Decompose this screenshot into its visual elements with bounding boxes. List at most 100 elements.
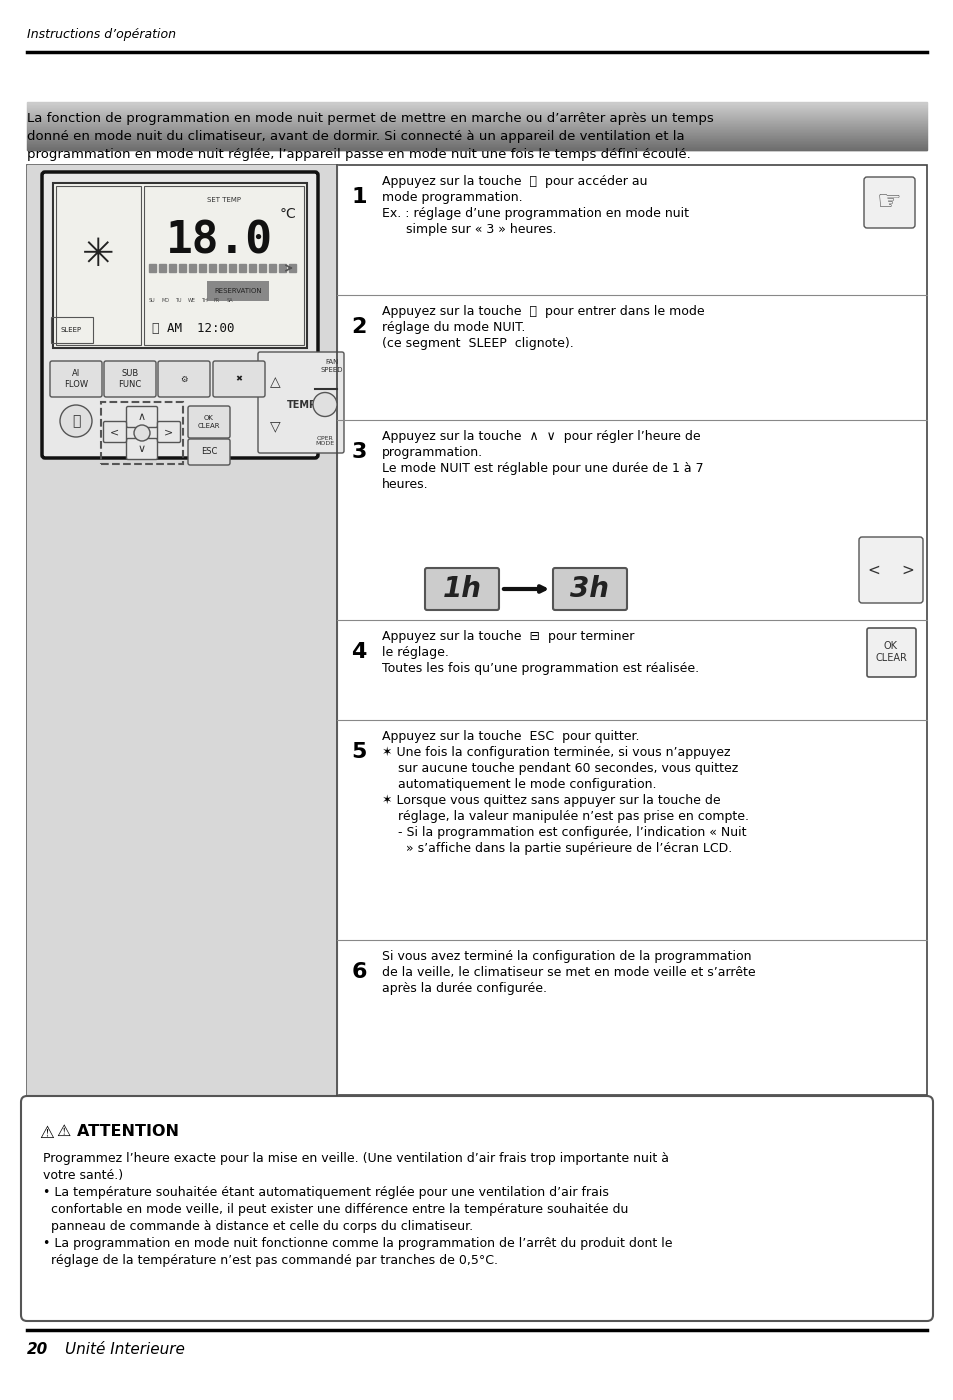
FancyBboxPatch shape <box>50 361 102 398</box>
Bar <box>27 165 336 1095</box>
FancyBboxPatch shape <box>213 361 265 398</box>
Text: TEMP: TEMP <box>287 399 316 409</box>
Text: HI: HI <box>220 283 228 288</box>
Text: ✶ Une fois la configuration terminée, si vous n’appuyez: ✶ Une fois la configuration terminée, si… <box>381 746 730 759</box>
FancyBboxPatch shape <box>42 172 317 458</box>
Text: OPER
MODE: OPER MODE <box>315 435 335 447</box>
FancyBboxPatch shape <box>553 568 626 610</box>
Text: Toutes les fois qu’une programmation est réalisée.: Toutes les fois qu’une programmation est… <box>381 662 699 675</box>
Text: OK
CLEAR: OK CLEAR <box>874 641 906 662</box>
Text: <: < <box>111 427 119 437</box>
FancyBboxPatch shape <box>21 1096 932 1322</box>
Text: 2: 2 <box>351 316 366 337</box>
Text: automatiquement le mode configuration.: automatiquement le mode configuration. <box>381 778 656 791</box>
Text: votre santé.): votre santé.) <box>43 1169 123 1182</box>
Text: Appuyez sur la touche  ⊟  pour terminer: Appuyez sur la touche ⊟ pour terminer <box>381 630 634 643</box>
Text: confortable en mode veille, il peut exister une différence entre la température : confortable en mode veille, il peut exis… <box>43 1203 628 1217</box>
Text: Appuyez sur la touche  ⓸  pour entrer dans le mode: Appuyez sur la touche ⓸ pour entrer dans… <box>381 305 704 318</box>
Text: (ce segment  SLEEP  clignote).: (ce segment SLEEP clignote). <box>381 337 573 350</box>
Text: Le mode NUIT est réglable pour une durée de 1 à 7: Le mode NUIT est réglable pour une durée… <box>381 462 703 475</box>
Text: Instructions d’opération: Instructions d’opération <box>27 28 175 41</box>
Text: réglage de la température n’est pas commandé par tranches de 0,5°C.: réglage de la température n’est pas comm… <box>43 1254 497 1267</box>
Text: La fonction de programmation en mode nuit permet de mettre en marche ou d’arrête: La fonction de programmation en mode nui… <box>27 112 713 125</box>
Text: >: > <box>164 427 173 437</box>
Bar <box>209 265 215 272</box>
Text: MO: MO <box>162 298 170 304</box>
Text: SU: SU <box>149 298 155 304</box>
Text: ⚠ ATTENTION: ⚠ ATTENTION <box>57 1124 179 1140</box>
Text: 18.0: 18.0 <box>165 220 273 263</box>
Text: SLEEP: SLEEP <box>61 328 82 333</box>
Text: • La température souhaitée étant automatiquement réglée pour une ventilation d’a: • La température souhaitée étant automat… <box>43 1186 608 1198</box>
Text: ⏰: ⏰ <box>71 414 80 428</box>
Text: >: > <box>901 563 913 577</box>
Text: » s’affiche dans la partie supérieure de l’écran LCD.: » s’affiche dans la partie supérieure de… <box>381 841 732 855</box>
Text: ⚙: ⚙ <box>180 374 188 384</box>
Bar <box>289 265 295 272</box>
Text: 3h: 3h <box>570 575 609 603</box>
Text: sur aucune touche pendant 60 secondes, vous quittez: sur aucune touche pendant 60 secondes, v… <box>381 762 738 776</box>
Text: ✳: ✳ <box>82 237 114 274</box>
FancyBboxPatch shape <box>188 406 230 438</box>
Bar <box>239 265 246 272</box>
Text: Si vous avez terminé la configuration de la programmation: Si vous avez terminé la configuration de… <box>381 951 751 963</box>
Text: ☞: ☞ <box>876 188 901 216</box>
Text: Unité Interieure: Unité Interieure <box>65 1343 185 1357</box>
FancyBboxPatch shape <box>158 361 210 398</box>
Text: FAN
SPEED: FAN SPEED <box>320 360 343 372</box>
Bar <box>269 265 275 272</box>
Text: AI
FLOW: AI FLOW <box>64 370 88 389</box>
Circle shape <box>60 405 91 437</box>
Text: heures.: heures. <box>381 477 428 491</box>
Text: simple sur « 3 » heures.: simple sur « 3 » heures. <box>381 223 556 237</box>
Text: ∨: ∨ <box>138 444 146 454</box>
Text: TH: TH <box>201 298 208 304</box>
Text: 6: 6 <box>351 962 366 981</box>
Bar <box>159 265 166 272</box>
Text: Appuyez sur la touche  ∧  ∨  pour régler l’heure de: Appuyez sur la touche ∧ ∨ pour régler l’… <box>381 430 700 442</box>
Bar <box>219 265 226 272</box>
Bar <box>249 265 255 272</box>
Text: SET TEMP: SET TEMP <box>207 197 241 203</box>
Circle shape <box>133 426 150 441</box>
FancyBboxPatch shape <box>424 568 498 610</box>
FancyBboxPatch shape <box>188 440 230 465</box>
Bar <box>199 265 206 272</box>
Text: Appuyez sur la touche  ESC  pour quitter.: Appuyez sur la touche ESC pour quitter. <box>381 729 639 743</box>
Text: panneau de commande à distance et celle du corps du climatiseur.: panneau de commande à distance et celle … <box>43 1219 473 1233</box>
Text: 1h: 1h <box>442 575 481 603</box>
Text: RESERVATION: RESERVATION <box>213 288 261 294</box>
Text: Ex. : réglage d’une programmation en mode nuit: Ex. : réglage d’une programmation en mod… <box>381 207 688 220</box>
Bar <box>258 265 266 272</box>
Text: 20: 20 <box>27 1343 49 1357</box>
Bar <box>53 183 307 349</box>
Bar <box>144 186 304 344</box>
Text: OK
CLEAR: OK CLEAR <box>197 416 220 428</box>
Text: SA: SA <box>227 298 233 304</box>
Text: le réglage.: le réglage. <box>381 645 449 659</box>
Text: mode programmation.: mode programmation. <box>381 190 522 204</box>
Bar <box>56 186 141 344</box>
Text: - Si la programmation est configurée, l’indication « Nuit: - Si la programmation est configurée, l’… <box>381 826 745 839</box>
Text: réglage du mode NUIT.: réglage du mode NUIT. <box>381 321 525 335</box>
Text: AM  12:00: AM 12:00 <box>167 322 234 335</box>
Circle shape <box>313 392 336 417</box>
Text: donné en mode nuit du climatiseur, avant de dormir. Si connecté à un appareil de: donné en mode nuit du climatiseur, avant… <box>27 130 684 143</box>
Text: °C: °C <box>279 207 296 221</box>
Text: Programmez l’heure exacte pour la mise en veille. (Une ventilation d’air frais t: Programmez l’heure exacte pour la mise e… <box>43 1152 668 1165</box>
FancyBboxPatch shape <box>257 351 344 454</box>
Text: TU: TU <box>174 298 181 304</box>
Bar <box>149 265 156 272</box>
Text: programmation.: programmation. <box>381 447 482 459</box>
FancyBboxPatch shape <box>127 406 157 427</box>
Text: de la veille, le climatiseur se met en mode veille et s’arrête: de la veille, le climatiseur se met en m… <box>381 966 755 979</box>
Text: 4: 4 <box>351 643 366 662</box>
FancyBboxPatch shape <box>157 421 180 442</box>
Bar <box>189 265 195 272</box>
Bar <box>179 265 186 272</box>
Text: ✶ Lorsque vous quittez sans appuyer sur la touche de: ✶ Lorsque vous quittez sans appuyer sur … <box>381 794 720 806</box>
Text: 5: 5 <box>351 742 366 762</box>
Text: ⚠: ⚠ <box>39 1124 53 1142</box>
FancyBboxPatch shape <box>127 438 157 459</box>
Text: FR: FR <box>213 298 220 304</box>
